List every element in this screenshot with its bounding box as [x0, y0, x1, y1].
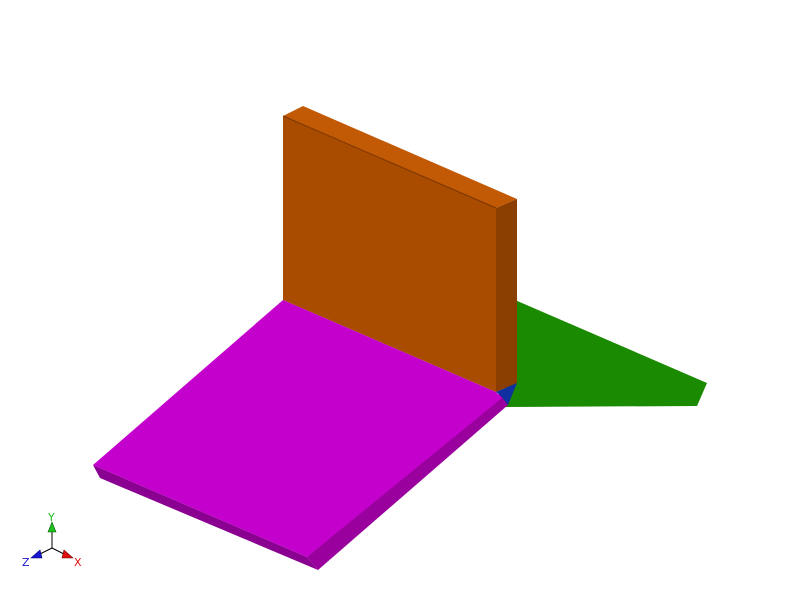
orange-wall-edge: [282, 115, 497, 209]
magenta-base-front-edge: [93, 465, 318, 570]
z-axis-label: Z: [22, 556, 30, 569]
orange-wall-side-face: [496, 199, 517, 392]
x-axis-label: X: [74, 556, 82, 569]
blue-corner-wedge: [496, 383, 517, 405]
magenta-base-right-edge: [307, 393, 508, 570]
orange-wall-top-face: [283, 106, 517, 208]
green-plate[interactable]: [500, 300, 707, 407]
axis-triad: Y X Z: [22, 511, 82, 569]
z-axis-arrow-icon: [30, 549, 43, 559]
y-axis-label: Y: [47, 511, 55, 524]
y-axis-arrow-icon: [47, 521, 57, 533]
magenta-base-top-face: [93, 300, 502, 557]
green-plate-top-face: [500, 300, 707, 407]
x-axis-arrow-icon: [61, 549, 74, 559]
magenta-base[interactable]: [93, 300, 508, 570]
